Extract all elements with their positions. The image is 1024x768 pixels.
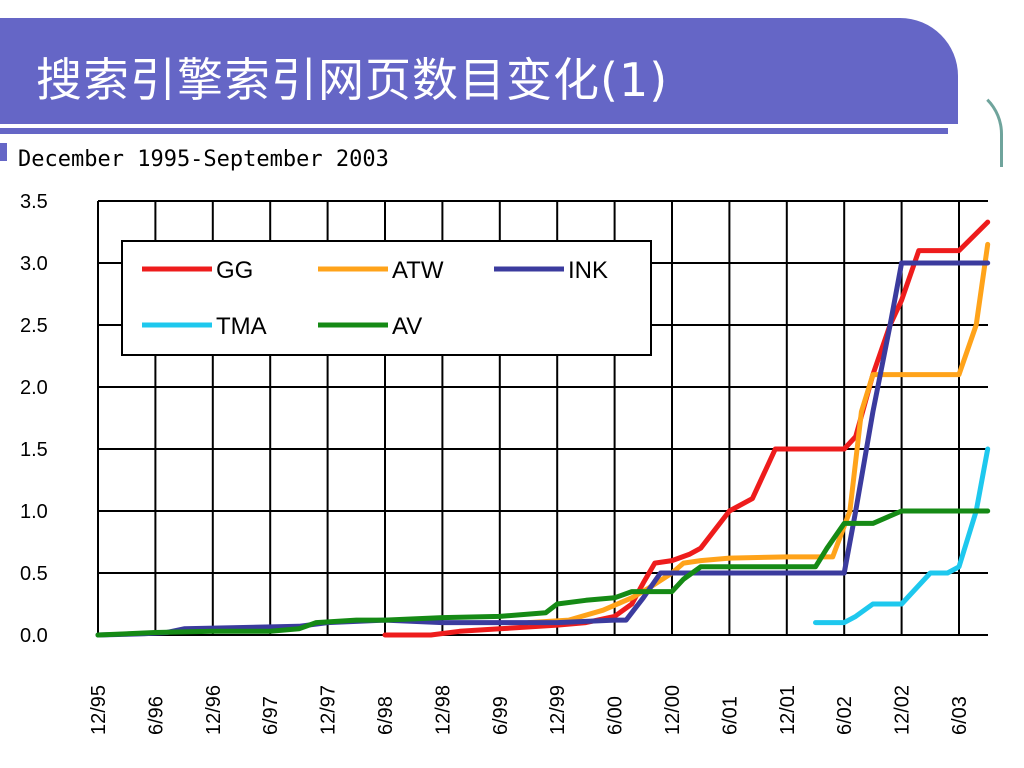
decorative-arc bbox=[940, 84, 1003, 167]
y-tick-label: 0.5 bbox=[20, 563, 48, 585]
slide-title: 搜索引擎索引网页数目变化(1) bbox=[36, 53, 669, 107]
decorative-marker bbox=[0, 143, 7, 161]
y-tick-label: 0.0 bbox=[20, 625, 48, 647]
chart-subtitle: December 1995-September 2003 bbox=[18, 147, 389, 172]
x-tick-label: 12/99 bbox=[547, 685, 569, 735]
legend-label-gg: GG bbox=[216, 257, 253, 284]
legend-label-ink: INK bbox=[568, 257, 608, 284]
x-tick-label: 6/03 bbox=[949, 696, 971, 735]
y-tick-label: 3.5 bbox=[20, 191, 48, 213]
y-tick-label: 2.0 bbox=[20, 377, 48, 399]
x-tick-label: 6/99 bbox=[490, 696, 512, 735]
y-tick-label: 2.5 bbox=[20, 315, 48, 337]
legend-box bbox=[121, 240, 652, 356]
x-tick-label: 12/96 bbox=[203, 685, 225, 735]
y-tick-label: 3.0 bbox=[20, 253, 48, 275]
legend-label-atw: ATW bbox=[392, 257, 444, 284]
x-tick-label: 12/02 bbox=[892, 685, 914, 735]
x-tick-label: 6/98 bbox=[375, 696, 397, 735]
x-tick-label: 6/02 bbox=[834, 696, 856, 735]
y-axis-ticks: 0.0 0.5 1.0 1.5 2.0 2.5 3.0 3.5 bbox=[20, 191, 48, 647]
series-line-atw bbox=[526, 241, 991, 626]
series-line-tma bbox=[813, 446, 991, 626]
x-axis-ticks: 12/95 6/96 12/96 6/97 12/97 6/98 12/98 6/99 12/9… bbox=[88, 685, 971, 735]
legend-label-av: AV bbox=[392, 313, 422, 340]
chart-legend: GG ATW INK TMA AV bbox=[121, 240, 652, 356]
x-tick-label: 6/97 bbox=[260, 696, 282, 735]
x-tick-label: 12/98 bbox=[432, 685, 454, 735]
series-line-ink bbox=[95, 260, 991, 638]
x-tick-label: 6/01 bbox=[719, 696, 741, 735]
x-tick-label: 12/00 bbox=[662, 685, 684, 735]
series-line-av bbox=[95, 508, 991, 638]
y-tick-label: 1.0 bbox=[20, 501, 48, 523]
x-tick-label: 6/96 bbox=[145, 696, 167, 735]
x-tick-label: 12/95 bbox=[88, 685, 110, 735]
x-tick-label: 12/01 bbox=[777, 685, 799, 735]
chart-series bbox=[95, 219, 991, 638]
x-tick-label: 6/00 bbox=[605, 696, 627, 735]
legend-label-tma: TMA bbox=[216, 313, 267, 340]
title-banner bbox=[0, 18, 958, 124]
title-underline bbox=[0, 128, 948, 134]
y-tick-label: 1.5 bbox=[20, 439, 48, 461]
x-tick-label: 12/97 bbox=[318, 685, 340, 735]
